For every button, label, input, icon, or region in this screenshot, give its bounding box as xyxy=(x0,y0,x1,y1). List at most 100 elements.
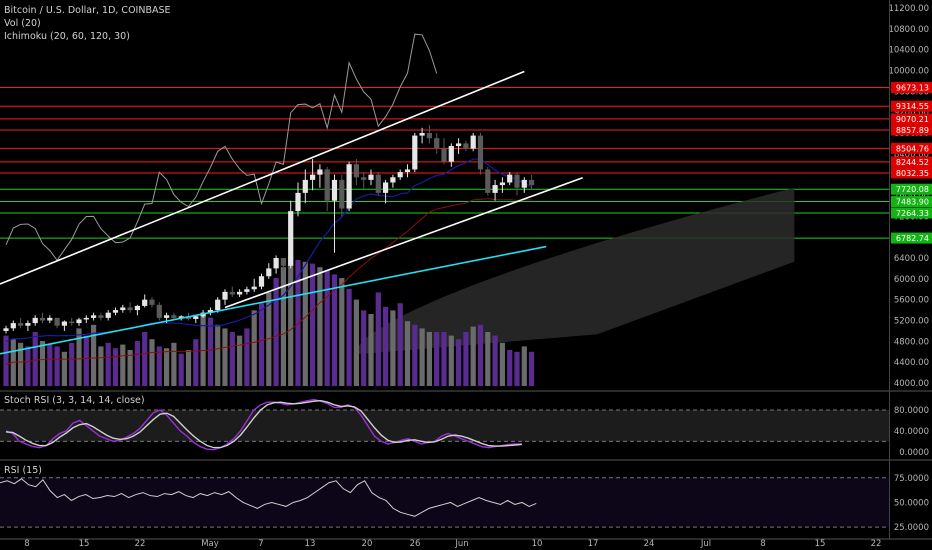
price-tag-box xyxy=(891,183,932,195)
price-tag-box xyxy=(891,167,932,179)
volume-bar xyxy=(485,332,491,386)
volume-bar xyxy=(3,335,9,386)
price-tag-label: 9673.13 xyxy=(896,84,929,93)
candle-body xyxy=(507,174,513,183)
candle-body xyxy=(288,211,294,266)
volume-bar xyxy=(237,335,243,386)
price-tag-box xyxy=(891,113,932,125)
price-tag-label: 9314.55 xyxy=(896,102,929,111)
time-tick-label: 8 xyxy=(24,539,29,549)
rsi-pane[interactable] xyxy=(0,477,889,528)
time-tick-label: 7 xyxy=(258,539,263,549)
volume-bar xyxy=(76,328,82,386)
candle-body xyxy=(331,179,338,201)
volume-bar xyxy=(346,288,352,386)
volume-bar xyxy=(288,256,294,386)
price-pane[interactable] xyxy=(0,33,889,386)
stoch-rsi-pane[interactable] xyxy=(0,398,889,451)
candle-body xyxy=(10,323,16,329)
price-axis[interactable]: 11200.0010800.0010400.0010000.009600.009… xyxy=(888,4,932,533)
volume-bar xyxy=(280,267,286,386)
candle-body xyxy=(164,315,170,318)
rsi-band xyxy=(0,477,889,528)
price-tag-box xyxy=(891,82,932,94)
volume-bar xyxy=(324,270,330,386)
volume-bar xyxy=(193,339,199,386)
volume-bar xyxy=(529,351,535,386)
rsi-legend: RSI (15) xyxy=(4,465,42,476)
volume-bar xyxy=(120,344,126,386)
price-tag-label: 7720.08 xyxy=(896,185,929,194)
volume-bar xyxy=(507,350,513,386)
volume-bar xyxy=(258,303,265,386)
candle-body xyxy=(485,169,491,193)
volume-bar xyxy=(200,314,206,386)
volume-bar xyxy=(302,261,308,386)
volume-bar xyxy=(112,348,119,386)
price-tag-box xyxy=(891,142,932,154)
candle-body xyxy=(463,143,469,149)
ichimoku-legend: Ichimoku (20, 60, 120, 30) xyxy=(4,31,130,42)
volume-bar xyxy=(426,332,432,386)
price-tick-label: 6400.00 xyxy=(894,254,929,264)
price-tick-label: 5600.00 xyxy=(894,296,929,306)
candle-body xyxy=(441,148,447,162)
time-tick-label: 22 xyxy=(135,539,146,549)
candle-body xyxy=(404,169,411,173)
price-tag-label: 8504.76 xyxy=(896,144,929,153)
stoch-d-line xyxy=(5,399,522,449)
candle-body xyxy=(112,310,119,313)
candle-body xyxy=(448,146,454,162)
volume-bar xyxy=(215,324,221,386)
volume-bar xyxy=(32,332,38,386)
volume-bar xyxy=(273,278,279,386)
volume-legend: Vol (20) xyxy=(4,18,41,29)
price-tick-label: 4400.00 xyxy=(894,358,929,368)
volume-bar xyxy=(156,346,162,386)
candle-body xyxy=(521,179,527,188)
candle-body xyxy=(229,291,235,295)
candle-body xyxy=(434,138,440,149)
rsi-tick-label: 50.0000 xyxy=(894,498,929,508)
volume-bar xyxy=(339,278,345,386)
time-axis[interactable]: 8 15 22 May 7 13 20 26 Jun 10 17 24 Jul 8 15 22 xyxy=(24,539,881,549)
volume-bar xyxy=(390,310,396,386)
candle-body xyxy=(339,179,345,209)
candle-body xyxy=(456,143,462,147)
candle-body xyxy=(470,135,476,149)
volume-bar xyxy=(83,335,89,386)
volume-bar xyxy=(54,346,60,386)
volume-bar xyxy=(448,335,454,386)
volume-bar xyxy=(441,332,447,386)
volume-bar xyxy=(361,310,367,386)
candle-body xyxy=(390,177,396,183)
candle-body xyxy=(32,317,38,324)
volume-bar xyxy=(185,350,192,386)
stoch-tick-label: 40.0000 xyxy=(894,427,929,437)
volume-bar xyxy=(353,299,359,386)
volume-bar xyxy=(61,351,67,386)
price-tag-box xyxy=(891,196,932,208)
candle-body xyxy=(178,316,184,318)
candle-body xyxy=(383,182,389,193)
time-tick-label: 8 xyxy=(760,539,765,549)
price-tick-label: 11200.00 xyxy=(888,4,929,14)
volume-bar xyxy=(477,324,484,386)
volume-bar xyxy=(521,346,527,386)
volume-bar xyxy=(164,348,170,386)
time-tick-label: 22 xyxy=(871,539,882,549)
price-tag-box xyxy=(891,207,932,219)
volume-bar xyxy=(331,274,338,386)
volume-bar xyxy=(383,306,389,386)
candle-body xyxy=(120,307,126,311)
volume-bar xyxy=(492,335,498,386)
price-tick-label: 8400.00 xyxy=(894,150,929,160)
volume-bar xyxy=(434,332,440,386)
price-tick-label: 9200.00 xyxy=(894,108,929,118)
channel-upper xyxy=(0,70,525,285)
volume-bar xyxy=(171,342,177,386)
candle-body xyxy=(39,317,46,321)
volume-bar xyxy=(222,328,228,386)
volume-bar xyxy=(98,346,104,386)
